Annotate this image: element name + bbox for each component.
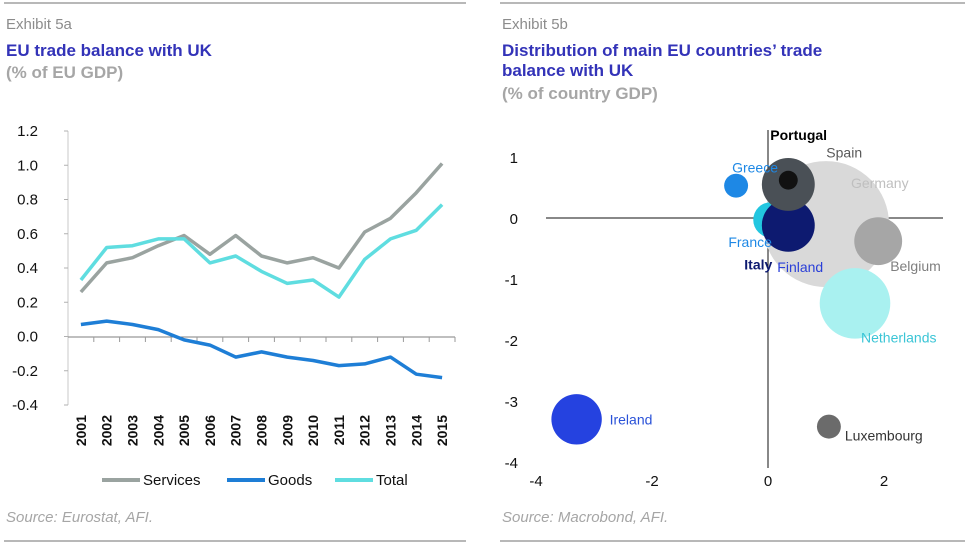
y-tick-label: 0.6 [17,226,38,243]
x-tick-label: 2011 [331,415,347,446]
bubble-portugal [778,170,798,190]
y-tick-label: -2 [505,333,518,350]
y-tick-label: -4 [505,455,518,472]
bubble-label-finland: Finland [777,259,823,275]
y-tick-label: 0 [510,211,518,228]
x-tick-label: 2013 [383,415,399,446]
bubble-label-portugal: Portugal [770,127,827,143]
chart-title-line-2: balance with UK [502,61,634,80]
bubble-ireland [551,394,602,445]
series-line-services [79,162,444,294]
x-tick-label: 2 [880,473,888,490]
chart-subtitle: (% of country GDP) [502,84,658,103]
top-divider [4,2,466,4]
x-tick-label: 2015 [434,415,450,446]
source-note: Source: Eurostat, AFI. [6,509,154,526]
bubble-belgium [854,217,903,266]
y-tick-label: -0.2 [12,363,38,380]
bottom-divider [500,540,965,542]
x-tick-label: 2001 [73,415,89,446]
y-tick-label: 0.2 [17,294,38,311]
exhibit-label: Exhibit 5b [502,16,568,33]
legend-label: Goods [268,472,312,489]
series-line-total [79,203,444,299]
bubble-label-spain: Spain [826,144,862,160]
top-divider [500,2,965,4]
exhibit-label: Exhibit 5a [6,16,72,33]
legend-label: Total [376,472,408,489]
y-tick-label: -0.4 [12,397,38,414]
bubble-label-luxembourg: Luxembourg [845,428,923,444]
x-tick-label: 2010 [305,415,321,446]
x-tick-label: 2006 [202,415,218,446]
x-tick-label: 0 [764,473,772,490]
chart-title: EU trade balance with UK [6,41,212,60]
bubble-italy [761,198,815,252]
x-tick-label: 2014 [408,415,424,446]
x-tick-label: -2 [645,473,658,490]
bubble-chart: 1 0 -1 -2 -3 -4 -4 -2 0 2 Germany Netherlands Belgiu… [505,127,943,490]
y-tick-label: -3 [505,394,518,411]
x-tick-label: 2009 [279,415,295,446]
bottom-divider [4,540,466,542]
series-line-goods [80,319,443,380]
y-tick-label: 0.0 [17,329,38,346]
x-tick-label: 2012 [357,415,373,446]
chart-title: Distribution of main EU countries’ trade… [502,41,822,81]
bubble-netherlands [819,268,891,339]
y-tick-label: 0.4 [17,260,38,277]
x-tick-label: 2005 [176,415,192,446]
bubble-label-italy: Italy [744,256,772,272]
x-tick-label: 2002 [99,415,115,446]
bubble-label-belgium: Belgium [890,258,941,274]
y-tick-label: -1 [505,272,518,289]
y-tick-label: 1.0 [17,157,38,174]
chart-subtitle: (% of EU GDP) [6,63,124,82]
x-tick-label: 2004 [150,415,166,446]
bubble-label-france: France [728,234,772,250]
chart-title-line-1: Distribution of main EU countries’ trade [502,41,823,60]
x-tick-label: 2008 [254,415,270,446]
x-tick-label: 2007 [228,415,244,446]
exhibit-5b-panel: Exhibit 5b Distribution of main EU count… [496,0,969,544]
y-tick-label: 0.8 [17,192,38,209]
bubble-luxembourg [816,414,841,439]
x-tick-label: -4 [529,473,542,490]
y-tick-label: 1.2 [17,123,38,140]
bubble-label-netherlands: Netherlands [861,329,937,345]
bubble-label-ireland: Ireland [610,411,653,427]
bubble-greece [724,173,749,198]
source-note: Source: Macrobond, AFI. [502,509,669,526]
bubble-label-greece: Greece [732,160,778,176]
x-tick-label: 2003 [125,415,141,446]
y-tick-label: 1 [510,150,518,167]
legend-label: Services [143,472,201,489]
exhibit-5a-panel: Exhibit 5a EU trade balance with UK (% o… [0,0,470,544]
bubble-label-germany: Germany [851,175,909,191]
line-chart: 1.2 1.0 0.8 0.6 0.4 0.2 0.0 -0.2 -0.4 2001 2002 200… [12,123,456,489]
